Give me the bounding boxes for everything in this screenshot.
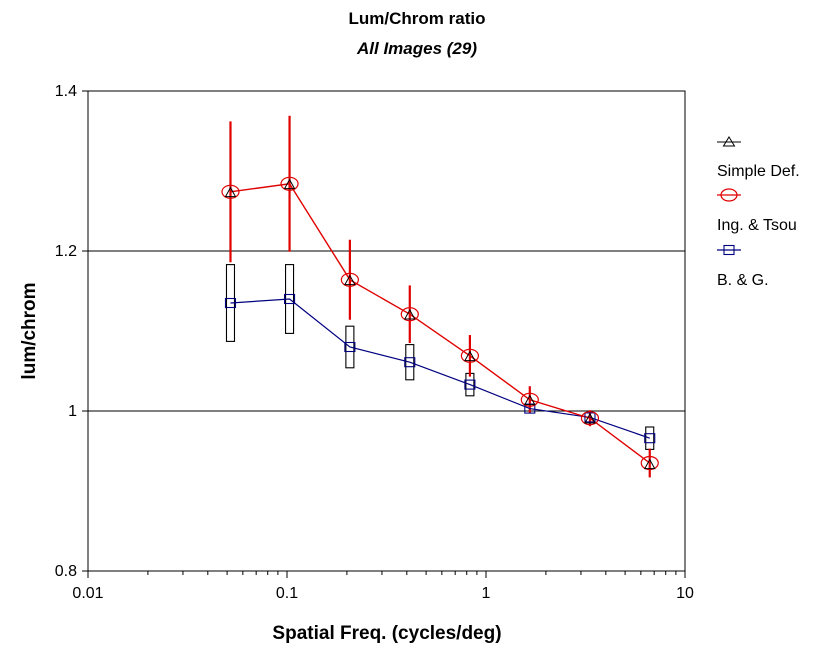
axis-ticks: 0.8 1 1.2 1.4 0.01 0.1 1 10 <box>55 83 694 602</box>
data-point-ing-tsou <box>580 411 600 426</box>
data-point-simple-def <box>283 178 296 190</box>
legend-label-simple-def: Simple Def. <box>717 163 800 180</box>
data-point-ing-tsou <box>640 455 659 471</box>
data-point-ing-tsou <box>400 307 419 322</box>
data-point-b-g <box>464 379 476 390</box>
error-box-b-g <box>405 344 415 381</box>
x-axis-label: Spatial Freq. (cycles/deg) <box>272 623 501 644</box>
y-tick-label: 1.2 <box>55 243 77 260</box>
legend-item-ing-tsou: Ing. & Tsou <box>717 188 797 234</box>
chart-title: Lum/Chrom ratio <box>349 9 486 28</box>
data-point-simple-def <box>523 394 536 406</box>
x-tick-label: 0.1 <box>276 585 298 602</box>
legend-label-b-g: B. & G. <box>717 272 769 289</box>
x-tick-label: 0.01 <box>72 585 103 602</box>
circle-marker-icon <box>720 188 738 202</box>
y-tick-label: 1 <box>68 403 77 420</box>
data-point-b-g <box>644 433 656 444</box>
legend: Simple Def. Ing. & Tsou B. & G. <box>717 136 800 289</box>
data-point-simple-def <box>344 274 356 286</box>
x-tick-label: 10 <box>676 585 694 602</box>
chart-subtitle: All Images (29) <box>356 39 477 58</box>
y-axis-label: lum/chrom <box>19 282 40 379</box>
data-point-ing-tsou <box>340 272 359 287</box>
data-point-ing-tsou <box>221 184 240 199</box>
series-line-ing-tsou <box>230 183 651 464</box>
y-tick-label: 1.4 <box>55 83 77 100</box>
legend-item-simple-def: Simple Def. <box>717 136 800 180</box>
legend-label-ing-tsou: Ing. & Tsou <box>717 217 797 234</box>
plot-area-frame <box>87 90 686 572</box>
legend-item-b-g: B. & G. <box>717 244 769 289</box>
data-point-ing-tsou <box>280 176 299 191</box>
data-point-b-g <box>344 341 356 353</box>
triangle-marker-icon <box>722 136 736 147</box>
data-point-simple-def <box>643 458 656 470</box>
data-point-b-g <box>584 412 596 423</box>
error-box-b-g <box>345 325 355 369</box>
data-point-b-g <box>284 293 296 305</box>
x-tick-label: 1 <box>482 585 491 602</box>
data-point-simple-def <box>224 186 237 198</box>
data-point-ing-tsou <box>460 348 479 363</box>
data-point-simple-def <box>403 308 416 320</box>
data-point-ing-tsou <box>520 392 539 407</box>
series-layer <box>221 115 659 478</box>
y-tick-label: 0.8 <box>55 563 77 580</box>
gridlines <box>88 250 685 412</box>
series-line-b-g <box>230 298 650 439</box>
square-marker-icon <box>723 244 735 256</box>
data-point-b-g <box>224 297 237 309</box>
data-point-simple-def <box>584 412 596 424</box>
data-point-simple-def <box>464 350 476 362</box>
data-point-b-g <box>404 357 416 368</box>
